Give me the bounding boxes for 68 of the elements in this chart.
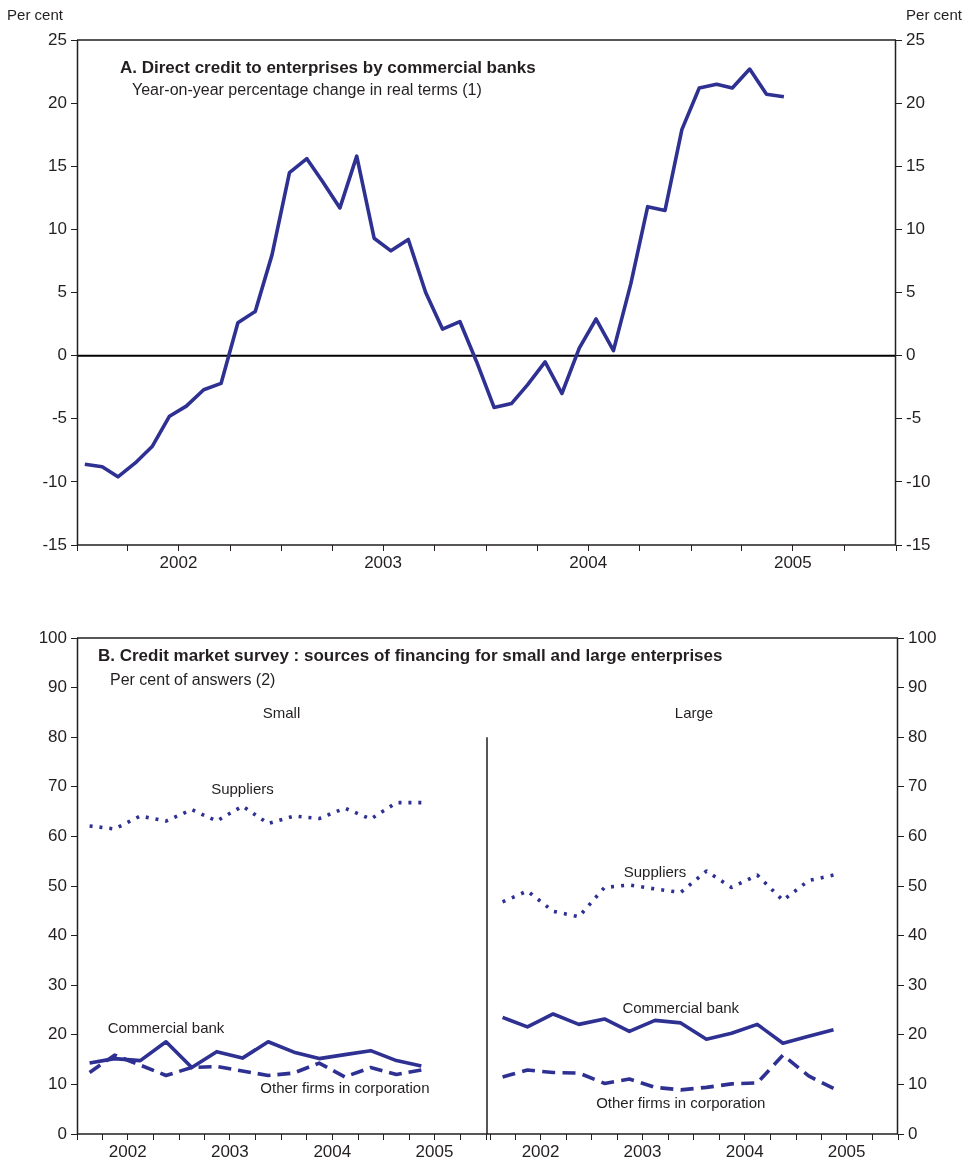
y2-tick-label: 5 [906, 282, 916, 302]
text: Per cent of answers (2) [110, 670, 276, 690]
y2-tick-label: 60 [908, 826, 927, 846]
y-tick-label: 20 [48, 92, 67, 112]
text: A. Direct credit to enterprises by commercial banks [120, 58, 536, 78]
y-tick-label: -5 [51, 408, 67, 428]
x-tick-label: 2005 [827, 1141, 866, 1160]
y-tick-label: 5 [57, 282, 67, 302]
y-tick-label: 0 [57, 345, 67, 365]
y-tick-label: 10 [48, 219, 67, 239]
x-tick-label: 2002 [159, 552, 198, 572]
y-tick-label: -10 [42, 471, 67, 491]
y2-tick-label: 0 [906, 345, 916, 365]
series-label: Commercial bank [622, 999, 740, 1017]
x-tick-label: 2004 [725, 1141, 764, 1160]
x-tick-label: 2003 [623, 1141, 662, 1160]
x-tick-label: 2003 [364, 552, 402, 572]
y2-tick-label: 80 [908, 726, 927, 746]
x-tick-label: 2004 [569, 552, 608, 572]
y2-tick-label: 100 [908, 627, 937, 647]
x-tick-label: 2002 [108, 1141, 147, 1160]
x-tick-label: 2003 [210, 1141, 249, 1160]
y-axis-title: Per cent [7, 6, 64, 23]
y2-tick-label: 25 [906, 29, 925, 49]
y2-tick-label: 20 [906, 92, 925, 112]
y-tick-label: 70 [48, 776, 67, 796]
line-series [500, 1053, 836, 1092]
text: Year-on-year percentage change in real terms (1) [132, 80, 482, 100]
series-label: Other firms in corporation [596, 1094, 766, 1111]
y-tick-label: 60 [48, 826, 67, 846]
series-label: Suppliers [623, 863, 687, 881]
y-tick-label: 50 [48, 875, 67, 895]
series-label: Commercial bank [107, 1018, 225, 1036]
y-tick-label: 40 [48, 925, 67, 945]
x-tick-label: 2005 [773, 552, 812, 572]
y2-tick-label: -5 [906, 408, 922, 428]
x-tick-label: 2002 [521, 1141, 560, 1160]
x-tick-label: 2004 [313, 1141, 352, 1160]
series-label: Other firms in corporation [260, 1079, 430, 1097]
annotation: Large [674, 703, 714, 721]
y-tick-label: 20 [48, 1024, 67, 1044]
y-tick-label: 0 [57, 1123, 67, 1143]
y2-tick-label: 30 [908, 974, 927, 994]
y2-tick-label: 10 [908, 1074, 927, 1094]
series-label: Suppliers [211, 780, 274, 798]
x-tick-label: 2005 [415, 1141, 454, 1160]
y-tick-label: 15 [48, 155, 67, 175]
y-tick-label: 25 [48, 29, 67, 49]
line-series [87, 800, 424, 831]
y-tick-label: 30 [48, 974, 67, 994]
y2-tick-label: 70 [908, 776, 927, 796]
y2-tick-label: 0 [908, 1123, 918, 1143]
y2-tick-label: 15 [906, 155, 925, 175]
y-tick-label: 80 [48, 726, 67, 746]
y-tick-label: 90 [48, 677, 67, 697]
y-tick-label: 100 [38, 627, 67, 647]
annotation: Small [262, 703, 301, 721]
y2-tick-label: -10 [906, 471, 931, 491]
y2-tick-label: 10 [906, 219, 925, 239]
text: B. Credit market survey : sources of financing for small and large enterprises [98, 646, 723, 666]
y-tick-label: 10 [48, 1074, 67, 1094]
y2-tick-label: 50 [908, 875, 927, 895]
y-tick-label: -15 [42, 534, 67, 554]
y2-tick-label: 20 [908, 1024, 927, 1044]
y2-axis-title: Per cent [906, 6, 963, 23]
y2-tick-label: 40 [908, 925, 927, 945]
y2-tick-label: -15 [906, 534, 931, 554]
y2-tick-label: 90 [908, 677, 927, 697]
